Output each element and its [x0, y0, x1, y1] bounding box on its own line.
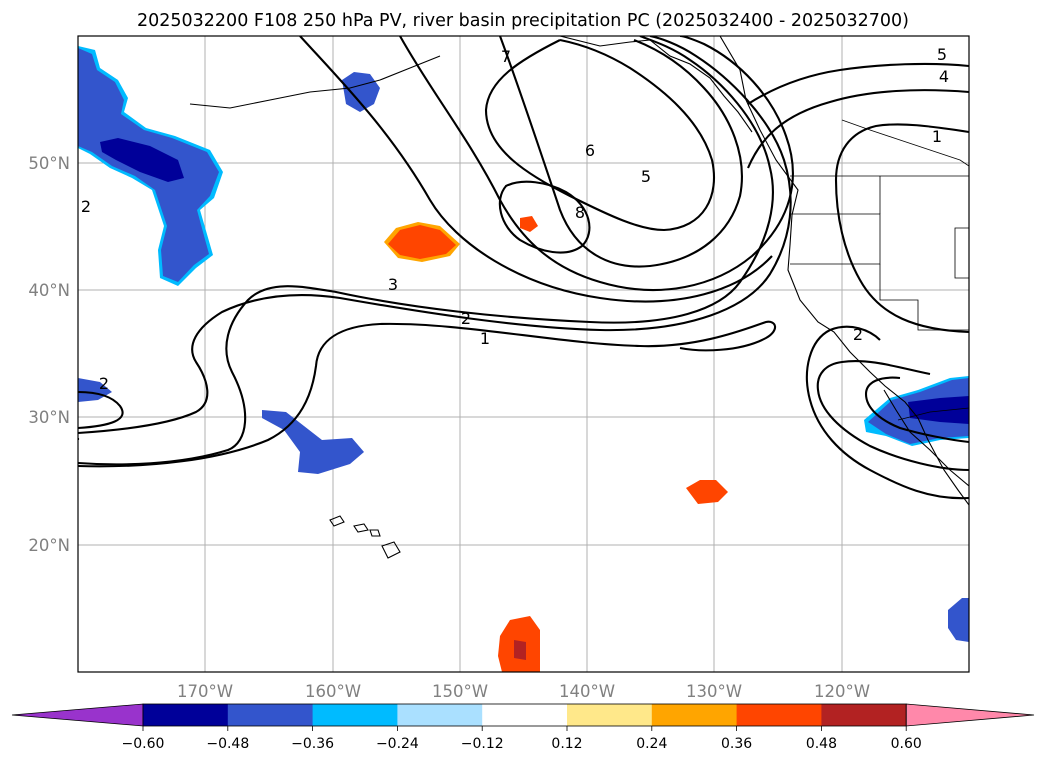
contour-label-2-west: 2 [99, 374, 109, 393]
lat-label-40n: 40°N [28, 281, 70, 300]
contour-2-west-edge [78, 390, 124, 430]
contour-label-5-east: 5 [937, 45, 947, 64]
contour-1-east [834, 123, 969, 334]
figure-title: 2025032200 F108 250 hPa PV, river basin … [137, 11, 909, 31]
colorbar-bin [567, 704, 653, 726]
colorbar-tick-label: −0.48 [206, 736, 249, 752]
latitude-labels: 50°N 40°N 30°N 20°N [28, 154, 70, 555]
contour-6 [499, 36, 743, 268]
state-borders-interior [879, 176, 969, 331]
gridlines [78, 36, 969, 672]
colorbar-bin [821, 704, 907, 726]
contour-4 [299, 36, 773, 303]
colorbar-tick-label: −0.36 [291, 736, 334, 752]
contour-label-3: 3 [388, 275, 398, 294]
contour-label-7: 7 [501, 47, 511, 66]
colorbar-bin [227, 704, 314, 726]
strong-negative-anomaly-west [100, 138, 184, 182]
colorbar-tick-label: −0.12 [461, 736, 504, 752]
colorbar-outline [142, 703, 907, 727]
lon-label-120w: 120°W [814, 682, 870, 701]
alaska-panhandle-coast [649, 39, 753, 133]
contour-7 [484, 38, 716, 232]
colorbar-tick-label: 0.12 [551, 736, 582, 752]
contour-2 [78, 36, 792, 435]
contour-label-5: 5 [641, 167, 651, 186]
lat-label-20n: 20°N [28, 536, 70, 555]
colorbar-bin [736, 704, 822, 726]
map-background [78, 36, 969, 672]
negative-anomaly-south [948, 598, 969, 642]
contour-label-6: 6 [585, 141, 595, 160]
contour-3 [78, 36, 774, 466]
contour-label-2: 2 [461, 309, 471, 328]
hawaii-island-1 [329, 515, 345, 527]
colorbar-extend-max [905, 703, 1035, 727]
lon-label-160w: 160°W [305, 682, 361, 701]
colorbar-tick-label: −0.60 [122, 736, 165, 752]
contour-label-4-east: 4 [939, 67, 949, 86]
positive-anomaly-small [520, 216, 538, 232]
pv-contours [78, 36, 969, 500]
colorbar-bin [482, 704, 568, 726]
hawaii-island-2 [353, 523, 369, 533]
colorbar: −0.60 −0.48 −0.36 −0.24 −0.12 0.12 0.24 0.36 0.4… [11, 703, 1035, 752]
positive-anomaly-north-pacific-core [388, 225, 456, 259]
strong-positive-anomaly-tropical [514, 640, 526, 660]
hawaii-island-3 [369, 529, 381, 537]
colorbar-bin [312, 704, 398, 726]
positive-anomaly-subtropical [686, 480, 728, 504]
contour-label-2-edge: 2 [81, 197, 91, 216]
colorbar-bin [651, 704, 738, 726]
lat-label-30n: 30°N [28, 408, 70, 427]
strong-negative-anomaly-california [908, 396, 969, 424]
lon-label-140w: 140°W [559, 682, 615, 701]
aleutian-islands [189, 55, 441, 109]
colorbar-bin [397, 704, 483, 726]
colorbar-bin [143, 704, 229, 726]
contour-2-east-inner [816, 360, 969, 472]
contour-label-8: 8 [575, 203, 585, 222]
colorbar-tick-label: 0.48 [806, 736, 837, 752]
state-border-oregon [790, 213, 881, 265]
hawaii-island-big [381, 541, 401, 559]
contour-4-east [747, 89, 969, 169]
longitude-labels: 170°W 160°W 150°W 140°W 130°W 120°W [177, 682, 870, 701]
colorbar-tick-label: 0.24 [636, 736, 667, 752]
lon-label-150w: 150°W [432, 682, 488, 701]
canada-border [841, 119, 969, 167]
gulf-of-alaska-coast [559, 36, 651, 47]
colorbar-tick-label: 0.36 [721, 736, 752, 752]
colorbar-tick-label: −0.24 [376, 736, 419, 752]
state-border-east [954, 227, 969, 279]
baja-california-coast [883, 389, 969, 487]
contour-2-east-core [864, 376, 969, 444]
contour-label-1: 1 [480, 329, 490, 348]
colorbar-tick-label: 0.60 [891, 736, 922, 752]
contour-labels: 7 6 5 8 5 4 1 3 2 1 2 2 2 [81, 45, 949, 393]
lon-label-130w: 130°W [686, 682, 742, 701]
contour-8 [498, 180, 591, 254]
colorbar-extend-min [11, 703, 144, 727]
contour-1 [78, 320, 777, 468]
us-mexico-border [897, 407, 969, 421]
contour-label-1-east: 1 [932, 127, 942, 146]
contour-2-east [805, 325, 969, 500]
contour-label-2-east: 2 [853, 325, 863, 344]
contour-5-east [747, 62, 969, 105]
map-panel: 7 6 5 8 5 4 1 3 2 1 2 2 2 50°N 40°N 30°N… [28, 35, 970, 701]
contour-5 [399, 36, 794, 292]
borders [790, 119, 969, 421]
lon-label-170w: 170°W [177, 682, 233, 701]
lat-label-50n: 50°N [28, 154, 70, 173]
map-frame [77, 35, 970, 673]
